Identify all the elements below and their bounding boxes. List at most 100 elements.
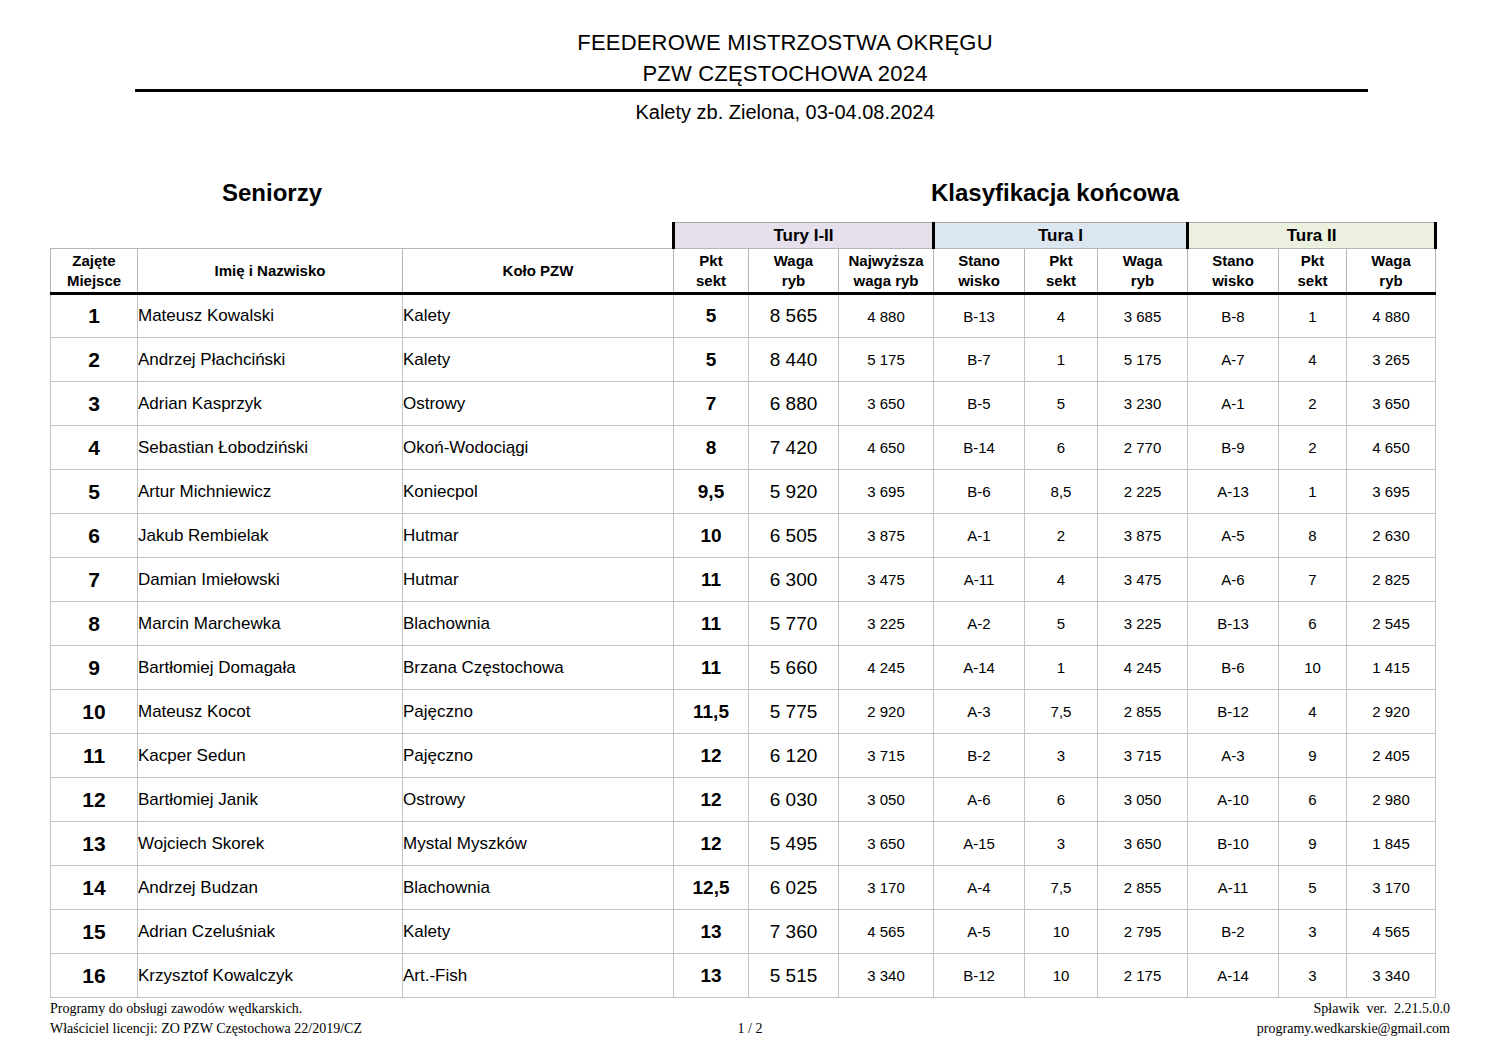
cell-place: 14 — [51, 866, 138, 910]
cell-t2_waga: 3 695 — [1347, 470, 1436, 514]
cell-club: Blachownia — [403, 602, 674, 646]
cell-t2_waga: 3 650 — [1347, 382, 1436, 426]
cell-club: Art.-Fish — [403, 954, 674, 998]
footer-program-info: Programy do obsługi zawodów wędkarskich. — [50, 1001, 302, 1017]
group-header-spacer — [51, 223, 674, 249]
table-row: 14Andrzej BudzanBlachownia12,56 0253 170… — [51, 866, 1436, 910]
cell-t2_stan: A-14 — [1188, 954, 1279, 998]
cell-name: Marcin Marchewka — [138, 602, 403, 646]
cell-name: Andrzej Budzan — [138, 866, 403, 910]
cell-t12_best: 3 715 — [839, 734, 934, 778]
cell-t12_waga: 5 920 — [749, 470, 839, 514]
cell-t1_pkt: 7,5 — [1025, 690, 1098, 734]
cell-place: 2 — [51, 338, 138, 382]
cell-name: Artur Michniewicz — [138, 470, 403, 514]
cell-t1_stan: A-14 — [934, 646, 1025, 690]
cell-place: 13 — [51, 822, 138, 866]
cell-t1_stan: A-1 — [934, 514, 1025, 558]
results-table-body: 1Mateusz KowalskiKalety58 5654 880B-1343… — [51, 294, 1436, 998]
cell-t1_pkt: 6 — [1025, 778, 1098, 822]
classification-heading: Klasyfikacja końcowa — [931, 179, 1179, 207]
cell-t12_waga: 5 770 — [749, 602, 839, 646]
cell-name: Andrzej Płachciński — [138, 338, 403, 382]
cell-t1_pkt: 6 — [1025, 426, 1098, 470]
cell-t1_stan: A-2 — [934, 602, 1025, 646]
cell-t12_best: 4 245 — [839, 646, 934, 690]
table-row: 13Wojciech SkorekMystal Myszków125 4953 … — [51, 822, 1436, 866]
table-row: 6Jakub RembielakHutmar106 5053 875A-123 … — [51, 514, 1436, 558]
cell-t12_best: 2 920 — [839, 690, 934, 734]
cell-t12_pkt: 10 — [674, 514, 749, 558]
cell-t12_pkt: 11 — [674, 602, 749, 646]
cell-club: Okoń-Wodociągi — [403, 426, 674, 470]
table-row: 5Artur MichniewiczKoniecpol9,55 9203 695… — [51, 470, 1436, 514]
cell-t1_waga: 3 875 — [1098, 514, 1188, 558]
footer-contact-email: programy.wedkarskie@gmail.com — [1257, 1021, 1450, 1037]
cell-t12_waga: 5 775 — [749, 690, 839, 734]
cell-name: Mateusz Kowalski — [138, 294, 403, 338]
table-row: 12Bartłomiej JanikOstrowy126 0303 050A-6… — [51, 778, 1436, 822]
cell-t1_pkt: 5 — [1025, 602, 1098, 646]
cell-t1_stan: A-5 — [934, 910, 1025, 954]
group-header-row: Tury I-II Tura I Tura II — [51, 223, 1436, 249]
cell-club: Kalety — [403, 910, 674, 954]
cell-t2_waga: 4 650 — [1347, 426, 1436, 470]
cell-t2_stan: A-3 — [1188, 734, 1279, 778]
cell-t2_pkt: 7 — [1279, 558, 1347, 602]
cell-t1_pkt: 10 — [1025, 954, 1098, 998]
cell-t12_waga: 6 025 — [749, 866, 839, 910]
cell-t1_waga: 3 650 — [1098, 822, 1188, 866]
cell-club: Hutmar — [403, 514, 674, 558]
cell-t1_waga: 2 855 — [1098, 866, 1188, 910]
cell-t12_waga: 7 420 — [749, 426, 839, 470]
cell-t1_waga: 2 225 — [1098, 470, 1188, 514]
cell-t1_waga: 3 050 — [1098, 778, 1188, 822]
column-header-t2_waga: Wagaryb — [1347, 249, 1436, 294]
page-title-line1: FEEDEROWE MISTRZOSTWA OKRĘGU — [577, 30, 992, 56]
cell-name: Bartłomiej Domagała — [138, 646, 403, 690]
cell-t2_waga: 4 565 — [1347, 910, 1436, 954]
column-header-t12_waga: Wagaryb — [749, 249, 839, 294]
cell-t1_stan: B-5 — [934, 382, 1025, 426]
cell-place: 5 — [51, 470, 138, 514]
cell-t12_waga: 7 360 — [749, 910, 839, 954]
cell-t12_pkt: 13 — [674, 910, 749, 954]
cell-t1_pkt: 4 — [1025, 558, 1098, 602]
cell-t1_waga: 3 230 — [1098, 382, 1188, 426]
table-row: 9Bartłomiej DomagałaBrzana Częstochowa11… — [51, 646, 1436, 690]
cell-t2_stan: A-1 — [1188, 382, 1279, 426]
cell-t2_waga: 2 825 — [1347, 558, 1436, 602]
cell-club: Ostrowy — [403, 382, 674, 426]
cell-t2_stan: A-10 — [1188, 778, 1279, 822]
column-header-club: Koło PZW — [403, 249, 674, 294]
cell-place: 8 — [51, 602, 138, 646]
cell-club: Ostrowy — [403, 778, 674, 822]
cell-t2_pkt: 8 — [1279, 514, 1347, 558]
cell-t12_best: 3 695 — [839, 470, 934, 514]
cell-t12_pkt: 5 — [674, 294, 749, 338]
cell-t12_pkt: 7 — [674, 382, 749, 426]
page-title-line2: PZW CZĘSTOCHOWA 2024 — [642, 61, 927, 87]
cell-t12_best: 4 650 — [839, 426, 934, 470]
cell-t1_waga: 3 225 — [1098, 602, 1188, 646]
cell-t2_pkt: 4 — [1279, 338, 1347, 382]
cell-t2_stan: B-12 — [1188, 690, 1279, 734]
column-header-place: ZajęteMiejsce — [51, 249, 138, 294]
cell-t1_pkt: 8,5 — [1025, 470, 1098, 514]
cell-t2_stan: B-9 — [1188, 426, 1279, 470]
cell-t2_stan: A-6 — [1188, 558, 1279, 602]
cell-t12_waga: 8 440 — [749, 338, 839, 382]
cell-t1_pkt: 4 — [1025, 294, 1098, 338]
table-row: 2Andrzej PłachcińskiKalety58 4405 175B-7… — [51, 338, 1436, 382]
cell-t2_stan: A-7 — [1188, 338, 1279, 382]
cell-name: Mateusz Kocot — [138, 690, 403, 734]
cell-t1_stan: B-6 — [934, 470, 1025, 514]
cell-t12_pkt: 12 — [674, 778, 749, 822]
column-header-t1_pkt: Pktsekt — [1025, 249, 1098, 294]
cell-place: 6 — [51, 514, 138, 558]
cell-t12_best: 3 170 — [839, 866, 934, 910]
cell-t2_stan: B-10 — [1188, 822, 1279, 866]
cell-t1_waga: 2 855 — [1098, 690, 1188, 734]
cell-t2_pkt: 1 — [1279, 470, 1347, 514]
cell-t2_pkt: 2 — [1279, 382, 1347, 426]
